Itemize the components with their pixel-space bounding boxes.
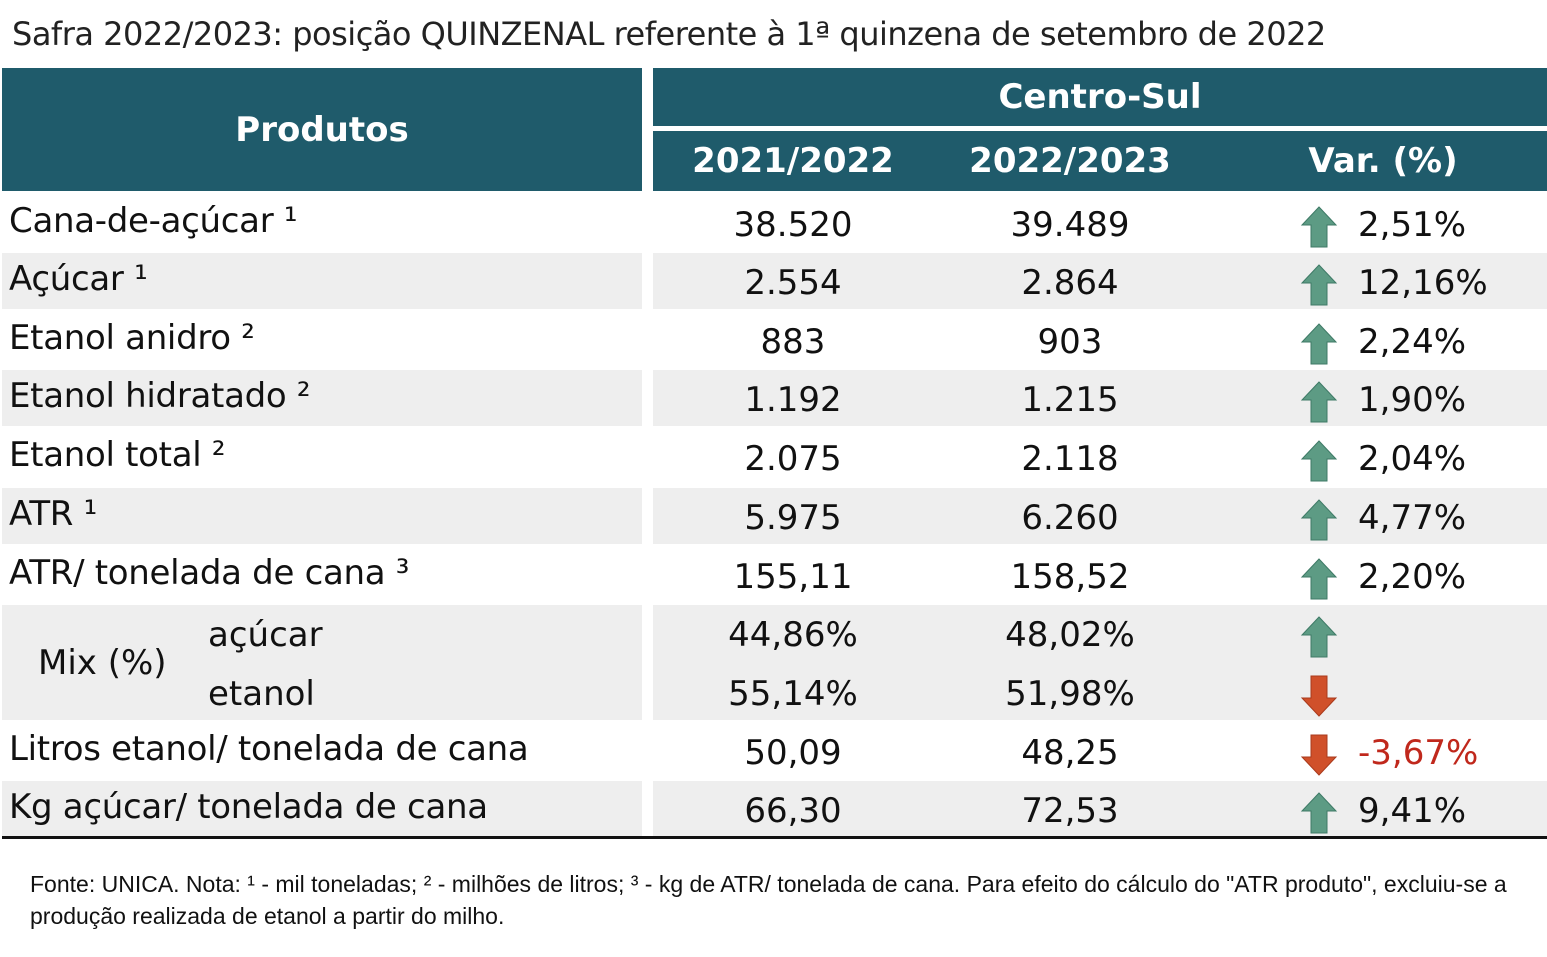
mix-label-cell <box>2 605 642 720</box>
header-columns: 2021/2022 2022/2023 Var. (%) <box>653 131 1547 191</box>
value-2021-2022: 66,30 <box>744 791 842 831</box>
value-2022-2023: 39.489 <box>1010 205 1130 245</box>
header-col-var: Var. (%) <box>1308 141 1458 181</box>
row-label: Kg açúcar/ tonelada de cana <box>9 787 488 827</box>
row-label: Açúcar ¹ <box>9 259 148 299</box>
value-2021-2022: 5.975 <box>744 498 842 538</box>
arrow-down-icon <box>1300 675 1338 717</box>
table-row: Cana-de-açúcar ¹ 38.520 39.489 2,51% <box>0 195 1547 251</box>
arrow-up-icon <box>1300 264 1338 306</box>
table-bottom-border <box>2 836 1547 839</box>
value-2022-2023: 2.864 <box>1021 263 1119 303</box>
value-2022-2023: 903 <box>1037 322 1103 362</box>
variation-value: 9,41% <box>1358 791 1467 831</box>
variation-value: 2,20% <box>1358 557 1467 597</box>
mix-values-cell <box>653 605 1547 720</box>
table-row: Etanol hidratado ² 1.192 1.215 1,90% <box>0 370 1547 426</box>
table-row: ATR ¹ 5.975 6.260 4,77% <box>0 488 1547 544</box>
table-title: Safra 2022/2023: posição QUINZENAL refer… <box>12 15 1326 53</box>
row-label: ATR/ tonelada de cana ³ <box>9 553 410 593</box>
value-2022-2023: 158,52 <box>1010 557 1130 597</box>
value-2022-2023: 2.118 <box>1021 439 1119 479</box>
value-2022-2023: 48,25 <box>1021 733 1119 773</box>
value-2021-2022: 2.554 <box>744 263 842 303</box>
footnote: Fonte: UNICA. Nota: ¹ - mil toneladas; ²… <box>30 871 1507 929</box>
variation-value: 1,90% <box>1358 380 1467 420</box>
arrow-up-icon <box>1300 616 1338 658</box>
arrow-up-icon <box>1300 381 1338 423</box>
variation-value: 12,16% <box>1358 263 1488 303</box>
value-2021-2022: 55,14% <box>728 674 858 714</box>
arrow-up-icon <box>1300 206 1338 248</box>
header-produtos: Produtos <box>2 68 642 191</box>
table-row-mix-acucar: açúcar 44,86% 48,02% <box>0 605 1547 661</box>
arrow-up-icon <box>1300 499 1338 541</box>
value-2021-2022: 155,11 <box>733 557 853 597</box>
variation-value: 2,51% <box>1358 205 1467 245</box>
arrow-up-icon <box>1300 792 1338 834</box>
value-2022-2023: 51,98% <box>1005 674 1135 714</box>
value-2022-2023: 72,53 <box>1021 791 1119 831</box>
value-2021-2022: 50,09 <box>744 733 842 773</box>
variation-value: 4,77% <box>1358 498 1467 538</box>
header-col-2021-2022: 2021/2022 <box>692 141 894 181</box>
variation-value: -3,67% <box>1358 733 1479 773</box>
table-row: Litros etanol/ tonelada de cana 50,09 48… <box>0 723 1547 779</box>
table-row: Kg açúcar/ tonelada de cana 66,30 72,53 … <box>0 781 1547 837</box>
value-2022-2023: 6.260 <box>1021 498 1119 538</box>
value-2021-2022: 1.192 <box>744 380 842 420</box>
value-2021-2022: 2.075 <box>744 439 842 479</box>
value-2021-2022: 883 <box>760 322 826 362</box>
variation-value: 2,24% <box>1358 322 1467 362</box>
table-row: Açúcar ¹ 2.554 2.864 12,16% <box>0 253 1547 309</box>
table-row-mix-etanol: etanol 55,14% 51,98% <box>0 664 1547 720</box>
row-label: Litros etanol/ tonelada de cana <box>9 729 529 769</box>
arrow-up-icon <box>1300 440 1338 482</box>
arrow-down-icon <box>1300 734 1338 776</box>
arrow-up-icon <box>1300 558 1338 600</box>
row-label: Cana-de-açúcar ¹ <box>9 201 298 241</box>
header-region: Centro-Sul <box>653 68 1547 126</box>
table-row: Etanol total ² 2.075 2.118 2,04% <box>0 429 1547 485</box>
row-label: Etanol anidro ² <box>9 318 255 358</box>
header-col-2022-2023: 2022/2023 <box>969 141 1171 181</box>
mix-etanol-label: etanol <box>208 674 315 714</box>
value-2021-2022: 38.520 <box>733 205 853 245</box>
value-2022-2023: 48,02% <box>1005 615 1135 655</box>
row-label: ATR ¹ <box>9 494 97 534</box>
table-row: ATR/ tonelada de cana ³ 155,11 158,52 2,… <box>0 547 1547 603</box>
row-label: Etanol total ² <box>9 435 226 475</box>
mix-acucar-label: açúcar <box>208 615 323 655</box>
row-label: Etanol hidratado ² <box>9 376 311 416</box>
table-row: Etanol anidro ² 883 903 2,24% <box>0 312 1547 368</box>
arrow-up-icon <box>1300 323 1338 365</box>
value-2021-2022: 44,86% <box>728 615 858 655</box>
value-2022-2023: 1.215 <box>1021 380 1119 420</box>
variation-value: 2,04% <box>1358 439 1467 479</box>
mix-label: Mix (%) <box>38 643 167 683</box>
